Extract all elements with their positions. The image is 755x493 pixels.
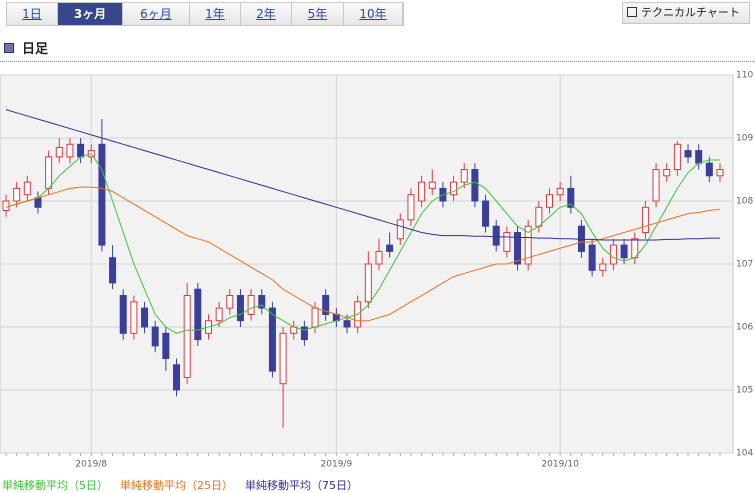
- candle-body: [13, 187, 21, 202]
- candle-body: [141, 307, 149, 328]
- candle-body: [247, 295, 255, 315]
- legend: 単純移動平均（5日） 単純移動平均（25日） 単純移動平均（75日）: [2, 477, 358, 493]
- candle-body: [716, 169, 724, 177]
- legend-entry: 単純移動平均（5日）: [2, 479, 108, 492]
- candle-body: [450, 181, 458, 196]
- candle-body: [577, 225, 585, 252]
- candle-body: [311, 307, 319, 328]
- candle-body: [66, 143, 74, 158]
- candle-body: [23, 181, 31, 196]
- candle-body: [684, 150, 692, 158]
- candle-body: [279, 332, 287, 385]
- candle-body: [2, 200, 10, 211]
- candle-body: [162, 332, 170, 359]
- x-tick-label: 2019/10: [541, 460, 579, 470]
- candle-body: [695, 150, 703, 164]
- candle-body: [34, 197, 42, 208]
- candle-body: [183, 295, 191, 378]
- candle-body: [226, 295, 234, 309]
- x-tick-label: 2019/8: [75, 460, 107, 470]
- y-tick-label: 107: [736, 260, 753, 270]
- candle-body: [609, 244, 617, 265]
- candle-body: [663, 169, 671, 177]
- candle-body: [396, 219, 404, 240]
- candle-body: [386, 244, 394, 252]
- candle-body: [556, 187, 564, 196]
- section-heading: 日足: [4, 38, 48, 57]
- period-tab[interactable]: 1日: [7, 3, 58, 25]
- candle-body: [151, 326, 159, 347]
- period-tab[interactable]: 1年: [190, 3, 241, 25]
- candle-body: [428, 181, 436, 189]
- y-tick-label: 105: [736, 386, 753, 396]
- candle-body: [620, 244, 628, 259]
- candle-body: [503, 232, 511, 252]
- candle-body: [194, 288, 202, 341]
- moving-average-line: [5, 109, 720, 241]
- candle-body: [119, 295, 127, 334]
- candle-body: [300, 326, 308, 341]
- candle-body: [460, 169, 468, 183]
- candle-body: [236, 295, 244, 322]
- candle-body: [55, 146, 63, 158]
- candle-body: [268, 307, 276, 372]
- candle-body: [215, 307, 223, 322]
- candle-body: [482, 200, 490, 227]
- candle-body: [98, 143, 106, 246]
- period-tabs: 1日 3ヶ月 6ヶ月 1年 2年 5年 10年: [6, 2, 404, 26]
- y-tick-label: 108: [736, 197, 753, 207]
- section-title: 日足: [22, 42, 49, 57]
- candle-body: [258, 295, 266, 309]
- candle-body: [45, 156, 53, 189]
- divider: [0, 61, 755, 62]
- candle-body: [641, 206, 649, 234]
- moving-average-line: [5, 153, 720, 334]
- candle-body: [109, 257, 117, 284]
- period-tab[interactable]: 2年: [241, 3, 292, 25]
- button-label: テクニカルチャート: [641, 6, 740, 19]
- candle-body: [588, 244, 596, 271]
- candle-body: [364, 263, 372, 303]
- candle-body: [705, 162, 713, 177]
- candle-body: [407, 194, 415, 221]
- period-tab[interactable]: 3ヶ月: [58, 3, 123, 25]
- candle-body: [535, 206, 543, 227]
- candle-body: [652, 169, 660, 202]
- candle-body: [471, 169, 479, 202]
- moving-average-line: [5, 186, 721, 322]
- candle-body: [418, 181, 426, 202]
- period-tab[interactable]: 5年: [292, 3, 344, 25]
- period-tab[interactable]: 6ヶ月: [123, 3, 190, 25]
- y-tick-label: 109: [736, 134, 753, 144]
- candle-body: [173, 364, 181, 391]
- y-tick-label: 110: [736, 71, 753, 81]
- legend-entry: 単純移動平均（75日）: [245, 479, 358, 492]
- legend-entry: 単純移動平均（25日）: [120, 479, 233, 492]
- candle-body: [130, 301, 138, 334]
- candle-body: [673, 143, 681, 171]
- technical-chart-button[interactable]: テクニカルチャート: [622, 2, 750, 24]
- candle-body: [514, 232, 522, 265]
- candle-body: [599, 263, 607, 271]
- candle-body: [492, 225, 500, 246]
- candle-body: [375, 250, 383, 265]
- candle-body: [322, 295, 330, 315]
- candle-body: [567, 187, 575, 208]
- y-tick-label: 106: [736, 323, 753, 333]
- candle-body: [545, 194, 553, 208]
- y-tick-label: 104: [736, 449, 753, 459]
- x-tick-label: 2019/9: [321, 460, 353, 470]
- period-tab[interactable]: 10年: [344, 3, 403, 25]
- candle-body: [343, 320, 351, 328]
- candle-body: [77, 143, 85, 158]
- candle-body: [524, 225, 532, 265]
